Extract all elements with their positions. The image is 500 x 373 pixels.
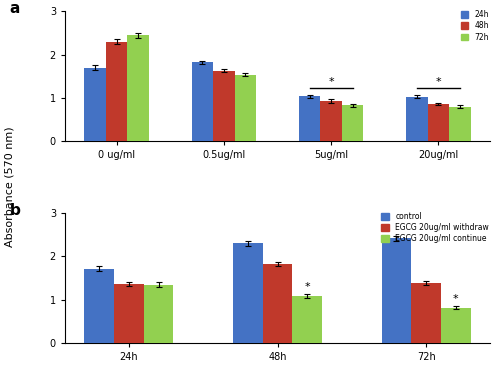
Bar <box>292 296 322 343</box>
Bar <box>382 238 411 343</box>
Text: a: a <box>10 1 20 16</box>
Bar <box>441 308 470 343</box>
Text: *: * <box>436 77 442 87</box>
Bar <box>449 107 470 141</box>
Text: Absorbance (570 nm): Absorbance (570 nm) <box>5 126 15 247</box>
Bar <box>106 41 127 141</box>
Bar <box>144 285 174 343</box>
Legend: control, EGCG 20ug/ml withdraw, EGCG 20ug/ml continue: control, EGCG 20ug/ml withdraw, EGCG 20u… <box>380 210 490 245</box>
Bar <box>233 243 262 343</box>
Text: *: * <box>453 294 458 304</box>
Text: b: b <box>10 203 20 217</box>
Bar <box>234 75 256 141</box>
Bar <box>213 70 234 141</box>
Bar <box>84 68 106 141</box>
Bar <box>342 105 363 141</box>
Bar <box>114 284 144 343</box>
Bar <box>411 283 441 343</box>
Bar <box>299 96 320 141</box>
Text: *: * <box>304 282 310 292</box>
Bar <box>406 97 428 141</box>
Bar <box>262 264 292 343</box>
Bar <box>127 35 148 141</box>
Legend: 24h, 48h, 72h: 24h, 48h, 72h <box>459 9 490 43</box>
Bar <box>320 101 342 141</box>
Bar <box>84 269 114 343</box>
Text: *: * <box>328 77 334 87</box>
Bar <box>192 62 213 141</box>
Bar <box>428 104 449 141</box>
